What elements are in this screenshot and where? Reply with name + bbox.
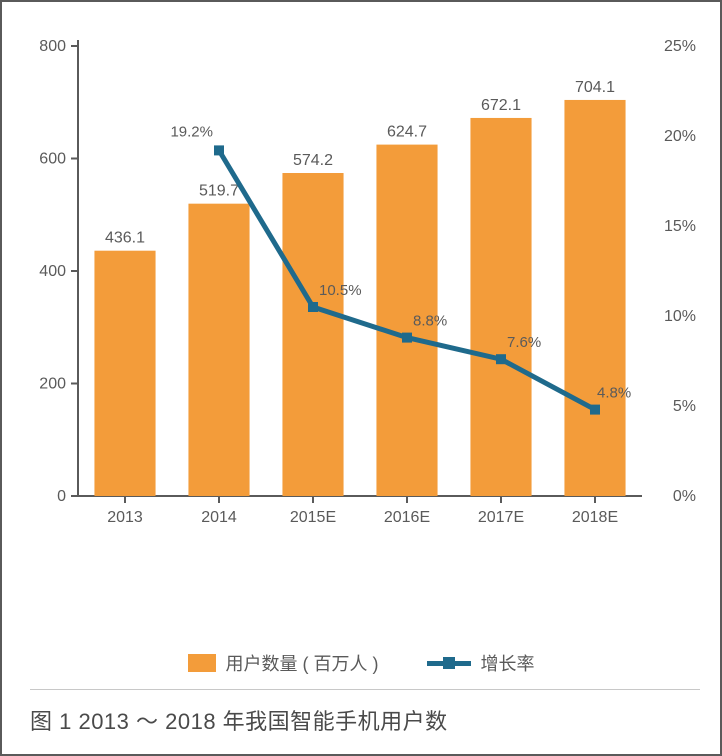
x-tick: 2018E	[572, 509, 618, 526]
bar-value-label: 672.1	[481, 97, 521, 114]
bar-value-label: 574.2	[293, 152, 333, 169]
bar-value-label: 519.7	[199, 183, 239, 200]
x-tick: 2016E	[384, 509, 430, 526]
legend-label-line: 增长率	[481, 650, 535, 676]
bar	[188, 204, 249, 496]
x-tick: 2013	[107, 509, 143, 526]
growth-label: 8.8%	[413, 313, 447, 330]
line-marker	[590, 405, 600, 415]
bar-value-label: 436.1	[105, 230, 145, 247]
y-right-tick: 5%	[673, 398, 696, 415]
y-left-tick: 0	[57, 488, 66, 505]
line-marker	[308, 302, 318, 312]
legend-item-bars: 用户数量 ( 百万人 )	[188, 650, 379, 676]
line-marker	[214, 145, 224, 155]
bar-value-label: 704.1	[575, 79, 615, 96]
y-right-tick: 25%	[664, 38, 696, 55]
y-right-tick: 15%	[664, 218, 696, 235]
bar	[282, 173, 343, 496]
y-left-tick: 400	[39, 263, 66, 280]
y-right-tick: 10%	[664, 308, 696, 325]
bar	[94, 251, 155, 496]
y-right-tick: 20%	[664, 128, 696, 145]
bar	[564, 100, 625, 496]
figure-frame: 0 200 400 600 800 0% 5% 10% 15% 20% 25% 2013 436.1 20…	[0, 0, 722, 756]
y-right-tick: 0%	[673, 488, 696, 505]
line-swatch-icon	[427, 654, 471, 672]
legend-label-bars: 用户数量 ( 百万人 )	[226, 650, 379, 676]
y-left-tick: 600	[39, 151, 66, 168]
growth-label: 4.8%	[597, 385, 631, 402]
growth-label: 19.2%	[170, 123, 213, 140]
legend: 用户数量 ( 百万人 ) 增长率	[2, 650, 720, 676]
line-marker	[496, 354, 506, 364]
bar-value-label: 624.7	[387, 124, 427, 141]
growth-label: 7.6%	[507, 334, 541, 351]
figure-caption: 图 1 2013 ～ 2018 年我国智能手机用户数	[30, 689, 700, 736]
legend-item-line: 增长率	[427, 650, 535, 676]
y-left-tick: 200	[39, 376, 66, 393]
x-tick: 2015E	[290, 509, 336, 526]
x-tick: 2014	[201, 509, 237, 526]
bar	[470, 118, 531, 496]
chart-svg: 0 200 400 600 800 0% 5% 10% 15% 20% 25% 2013 436.1 20…	[22, 22, 702, 542]
line-marker	[402, 333, 412, 343]
bar-swatch-icon	[188, 654, 216, 672]
chart-area: 0 200 400 600 800 0% 5% 10% 15% 20% 25% 2013 436.1 20…	[22, 22, 700, 634]
growth-label: 10.5%	[319, 282, 362, 299]
x-tick: 2017E	[478, 509, 524, 526]
y-left-tick: 800	[39, 38, 66, 55]
